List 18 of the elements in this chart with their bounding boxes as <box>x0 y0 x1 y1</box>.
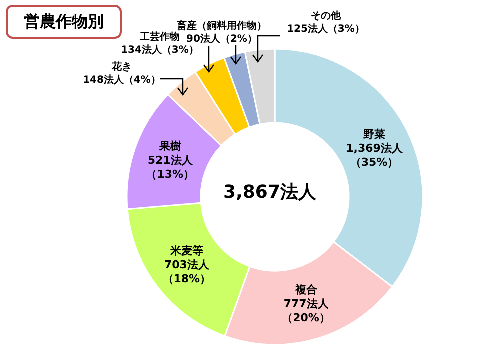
slice-label: 工芸作物 <box>139 31 180 43</box>
slice-label: 野菜 <box>364 128 386 141</box>
data-label: 703法人（18%） <box>162 258 212 286</box>
data-label: 125法人（3%） <box>287 23 365 35</box>
slice-label: 果樹 <box>158 140 182 153</box>
data-label: 777法人（20%） <box>282 297 330 324</box>
slice-label: 花き <box>111 61 132 73</box>
slice-label: 畜産（飼料用作物） <box>176 20 267 32</box>
slice-label: 複合 <box>294 283 318 296</box>
slice-label: その他 <box>311 10 342 22</box>
data-label: 521法人（13%） <box>146 154 195 181</box>
slice-label: 米麦等 <box>169 244 204 258</box>
data-label: 90法人（2%） <box>186 33 258 45</box>
data-label: 134法人（3%） <box>121 44 199 56</box>
text: 3,867法人 <box>222 181 318 204</box>
data-label: 1,369法人（35%） <box>346 142 404 169</box>
chart-title: 営農作物別 <box>6 5 122 39</box>
data-label: 148法人（4%） <box>83 74 161 86</box>
